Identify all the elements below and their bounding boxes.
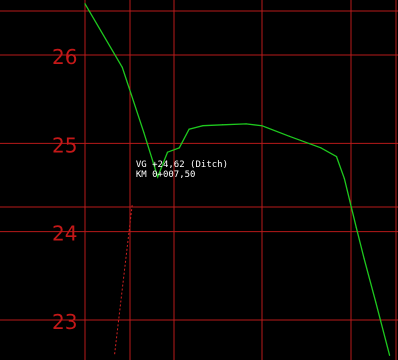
profile-point [166,151,169,153]
profile-point [355,226,357,228]
y-tick-labels: 23 24 25 26 [52,45,77,334]
profile-point [343,178,345,180]
annotation-line: KM 0+007,50 [136,170,196,180]
y-tick-label: 26 [52,45,77,69]
profile-point [375,301,377,303]
profile-point [178,147,180,149]
point-annotation: VG +24,62 (Ditch)KM 0+007,50 [136,160,228,180]
chainage-marker [113,205,133,356]
marker-line [113,205,133,356]
profile-point [245,123,247,125]
profile-point [320,147,322,149]
profile-line [84,3,391,356]
y-tick-label: 24 [52,222,77,246]
profile-point [84,3,86,5]
annotation-line: VG +24,62 (Ditch) [136,160,228,170]
profile-point [143,132,145,134]
profile-point [261,125,263,127]
profile-point [202,125,204,127]
profile-point [288,135,290,137]
terrain-profile [84,3,391,356]
profile-point [335,155,338,158]
y-tick-label: 23 [52,310,77,334]
profile-point [121,66,123,68]
profile-point [363,257,365,259]
profile-point [157,176,159,178]
profile-point [388,354,391,356]
y-tick-label: 25 [52,133,77,157]
profile-point [221,124,224,126]
profile-point [188,128,190,130]
